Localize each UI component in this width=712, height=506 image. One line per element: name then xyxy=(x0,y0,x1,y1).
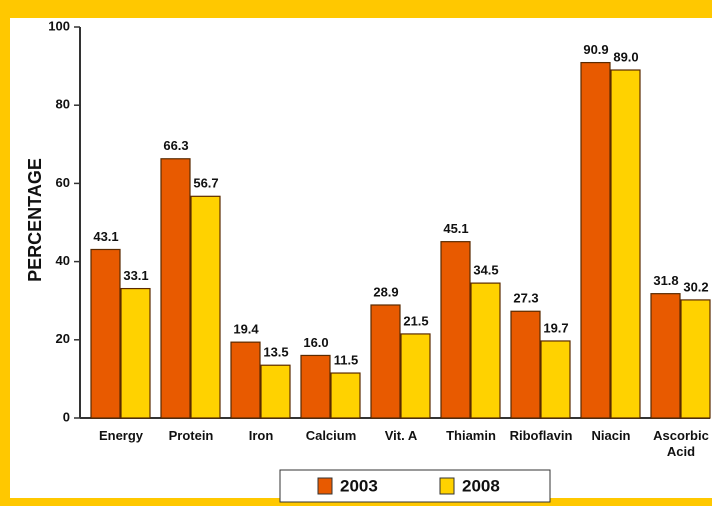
bar xyxy=(90,248,121,419)
x-tick-label: Calcium xyxy=(305,428,357,443)
x-tick-label: Vit. A xyxy=(384,428,418,443)
value-label: 31.8 xyxy=(653,273,678,288)
bar xyxy=(260,364,291,419)
bar xyxy=(580,61,611,419)
value-label: 45.1 xyxy=(443,221,468,236)
value-label: 34.5 xyxy=(473,263,498,278)
x-tick-label: Riboflavin xyxy=(509,428,573,443)
value-label: 90.9 xyxy=(583,42,608,57)
bar xyxy=(510,310,541,419)
bar xyxy=(400,333,431,419)
value-label: 19.7 xyxy=(543,320,568,335)
y-tick-label: 40 xyxy=(56,253,70,268)
bar xyxy=(330,372,361,419)
x-tick-label: Protein xyxy=(168,428,214,443)
value-label: 28.9 xyxy=(373,284,398,299)
value-label: 11.5 xyxy=(334,352,359,367)
bar xyxy=(190,195,221,419)
y-tick-label: 0 xyxy=(63,409,70,424)
y-tick-label: 80 xyxy=(56,97,70,112)
x-tick-label: Niacin xyxy=(591,428,631,443)
value-label: 16.0 xyxy=(303,335,328,350)
bar xyxy=(120,287,151,419)
value-label: 21.5 xyxy=(403,313,428,328)
y-tick-label: 60 xyxy=(56,175,70,190)
value-label: 13.5 xyxy=(263,345,288,360)
value-label: 33.1 xyxy=(123,268,148,283)
bar xyxy=(650,293,681,419)
legend-label: 2008 xyxy=(462,476,500,495)
y-axis-label: PERCENTAGE xyxy=(25,158,45,282)
bar xyxy=(680,299,711,419)
value-label: 56.7 xyxy=(193,176,218,191)
bar xyxy=(160,158,191,419)
value-label: 19.4 xyxy=(233,322,259,337)
bar xyxy=(300,354,331,419)
legend-swatch xyxy=(439,477,455,495)
x-tick-label: Thiamin xyxy=(446,428,496,443)
bar xyxy=(370,304,401,419)
bar xyxy=(610,69,641,419)
value-label: 66.3 xyxy=(163,138,188,153)
bar xyxy=(540,340,571,419)
x-tick-label: Iron xyxy=(248,428,274,443)
y-tick-label: 20 xyxy=(56,331,70,346)
value-label: 27.3 xyxy=(513,291,538,306)
legend-label: 2003 xyxy=(340,476,378,495)
bar xyxy=(440,241,471,419)
value-label: 30.2 xyxy=(683,279,708,294)
y-tick-label: 100 xyxy=(48,18,70,33)
x-tick-label: Ascorbic Acid xyxy=(653,428,709,459)
value-label: 89.0 xyxy=(613,49,638,64)
value-label: 43.1 xyxy=(93,229,118,244)
bar xyxy=(470,282,501,419)
legend-swatch xyxy=(317,477,333,495)
bar xyxy=(230,341,261,419)
x-tick-label: Energy xyxy=(98,428,144,443)
